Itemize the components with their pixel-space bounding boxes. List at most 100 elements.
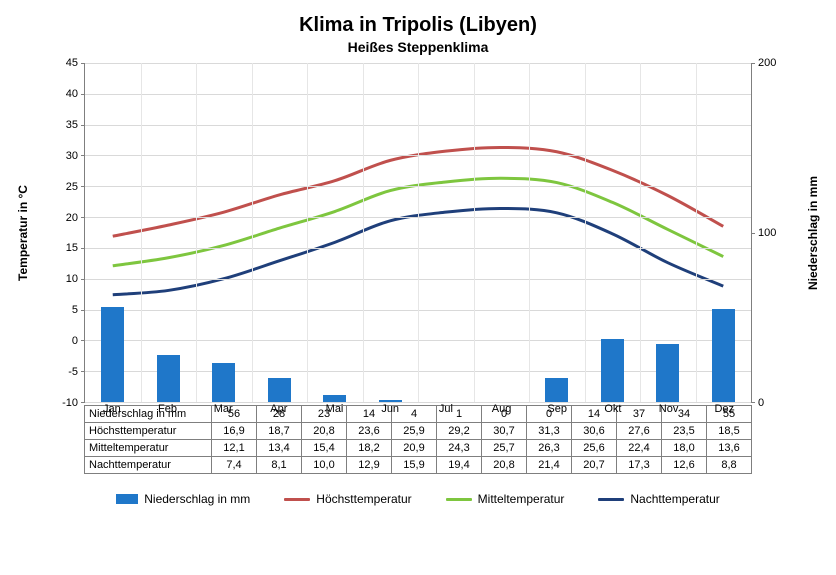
month-label: Jun	[362, 403, 418, 421]
tick-mark	[81, 371, 85, 372]
y-tick-label-right: 0	[758, 397, 786, 409]
precipitation-bar	[601, 339, 624, 402]
tick-mark	[81, 310, 85, 311]
y-ticks-left: -10-5051015202530354045	[50, 63, 78, 403]
precipitation-bar	[212, 363, 235, 402]
precipitation-bar	[157, 355, 180, 402]
legend-item: Niederschlag in mm	[116, 492, 250, 506]
table-cell: 20,8	[302, 423, 347, 440]
tick-mark	[751, 233, 755, 234]
y-tick-label-right: 100	[758, 227, 786, 239]
category-separator	[529, 63, 530, 402]
precipitation-bar	[656, 344, 679, 402]
table-cell: 20,9	[392, 440, 437, 457]
month-label: Nov	[641, 403, 697, 421]
chart-title: Klima in Tripolis (Libyen)	[12, 14, 824, 37]
table-cell: 29,2	[437, 423, 482, 440]
legend: Niederschlag in mm Höchsttemperatur Mittel…	[12, 492, 824, 506]
table-cell: 30,6	[572, 423, 617, 440]
category-separator	[696, 63, 697, 402]
legend-swatch-line-icon	[598, 498, 624, 501]
legend-item: Höchsttemperatur	[284, 492, 411, 506]
tick-mark	[81, 63, 85, 64]
legend-swatch-line-icon	[446, 498, 472, 501]
month-label: Mar	[195, 403, 251, 421]
precipitation-bar	[712, 309, 735, 402]
legend-swatch-line-icon	[284, 498, 310, 501]
category-separator	[307, 63, 308, 402]
table-cell: 31,3	[527, 423, 572, 440]
table-cell: 17,3	[617, 457, 662, 474]
y-ticks-right: 0100200	[758, 63, 786, 403]
table-cell: 15,9	[392, 457, 437, 474]
table-cell: 23,5	[662, 423, 707, 440]
y-tick-label-left: 25	[50, 181, 78, 193]
legend-item: Mitteltemperatur	[446, 492, 565, 506]
plot-area: Temperatur in °C Niederschlag in mm -10-…	[12, 63, 824, 403]
legend-label: Mitteltemperatur	[478, 492, 565, 506]
y-tick-label-right: 200	[758, 57, 786, 69]
table-cell: 18,5	[707, 423, 752, 440]
tick-mark	[81, 340, 85, 341]
table-cell: 19,4	[437, 457, 482, 474]
table-row: Nachttemperatur7,48,110,012,915,919,420,…	[85, 457, 752, 474]
category-separator	[196, 63, 197, 402]
month-label: Okt	[585, 403, 641, 421]
table-cell: 20,8	[482, 457, 527, 474]
table-cell: 26,3	[527, 440, 572, 457]
category-separator	[141, 63, 142, 402]
y-axis-label-left: Temperatur in °C	[16, 185, 30, 281]
table-cell: 24,3	[437, 440, 482, 457]
y-tick-label-left: 0	[50, 335, 78, 347]
table-cell: 21,4	[527, 457, 572, 474]
month-label: Jul	[418, 403, 474, 421]
tick-mark	[81, 125, 85, 126]
category-separator	[363, 63, 364, 402]
table-cell: 20,7	[572, 457, 617, 474]
table-cell: 16,9	[212, 423, 257, 440]
tick-mark	[751, 63, 755, 64]
y-tick-label-left: -10	[50, 397, 78, 409]
table-cell: 25,6	[572, 440, 617, 457]
table-row: Mitteltemperatur12,113,415,418,220,924,3…	[85, 440, 752, 457]
category-separator	[474, 63, 475, 402]
row-label: Mitteltemperatur	[85, 440, 212, 457]
category-separator	[585, 63, 586, 402]
chart-container: Klima in Tripolis (Libyen) Heißes Steppe…	[0, 0, 836, 575]
tick-mark	[81, 94, 85, 95]
y-tick-label-left: 15	[50, 242, 78, 254]
table-cell: 22,4	[617, 440, 662, 457]
row-label: Nachttemperatur	[85, 457, 212, 474]
table-cell: 8,8	[707, 457, 752, 474]
y-axis-label-right: Niederschlag in mm	[806, 176, 820, 290]
month-label: Feb	[140, 403, 196, 421]
table-cell: 8,1	[257, 457, 302, 474]
month-label: Mai	[307, 403, 363, 421]
table-cell: 13,6	[707, 440, 752, 457]
legend-label: Niederschlag in mm	[144, 492, 250, 506]
table-cell: 18,2	[347, 440, 392, 457]
precipitation-bar	[101, 307, 124, 402]
legend-label: Nachttemperatur	[630, 492, 719, 506]
table-cell: 7,4	[212, 457, 257, 474]
y-tick-label-left: 40	[50, 88, 78, 100]
precipitation-bar	[379, 400, 402, 402]
y-tick-label-left: 35	[50, 119, 78, 131]
tick-mark	[81, 155, 85, 156]
y-tick-label-left: -5	[50, 366, 78, 378]
y-tick-label-left: 45	[50, 57, 78, 69]
y-tick-label-left: 5	[50, 304, 78, 316]
table-row: Höchsttemperatur16,918,720,823,625,929,2…	[85, 423, 752, 440]
category-separator	[252, 63, 253, 402]
tick-mark	[81, 186, 85, 187]
month-label: Sep	[529, 403, 585, 421]
category-separator	[418, 63, 419, 402]
precipitation-bar	[268, 378, 291, 402]
table-cell: 12,6	[662, 457, 707, 474]
table-cell: 25,7	[482, 440, 527, 457]
table-cell: 10,0	[302, 457, 347, 474]
table-cell: 23,6	[347, 423, 392, 440]
tick-mark	[81, 217, 85, 218]
y-tick-label-left: 20	[50, 212, 78, 224]
y-tick-label-left: 10	[50, 273, 78, 285]
